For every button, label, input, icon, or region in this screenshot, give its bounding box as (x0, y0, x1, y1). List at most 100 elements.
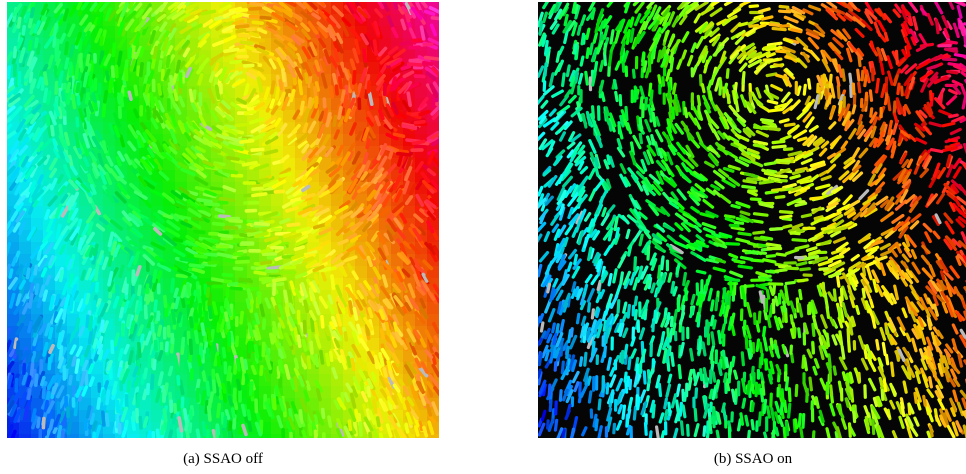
glyph (36, 39, 37, 47)
glyph (103, 412, 104, 425)
glyph (71, 299, 72, 310)
glyph (236, 124, 249, 125)
glyph (178, 377, 179, 384)
glyph (93, 94, 95, 101)
glyph (202, 324, 204, 334)
glyph (182, 339, 183, 348)
glyph (31, 364, 32, 376)
glyph (334, 117, 335, 126)
glyph (225, 417, 226, 426)
glyph (80, 40, 81, 50)
glyph (413, 40, 423, 41)
glyph (115, 334, 118, 345)
glyph (159, 327, 161, 336)
glyph (198, 430, 199, 438)
glyph (94, 340, 96, 347)
glyph (30, 42, 31, 50)
glyph (80, 54, 81, 66)
glyph (237, 337, 238, 345)
base-cell (19, 422, 32, 435)
glyph (274, 367, 276, 376)
glyph (60, 108, 61, 117)
glyph (90, 73, 91, 85)
glyph (162, 426, 163, 433)
glyph (159, 373, 162, 384)
glyph (274, 323, 276, 335)
glyph (420, 423, 422, 430)
glyph (863, 289, 864, 297)
glyph (73, 96, 75, 108)
glyph (433, 96, 434, 107)
glyph (98, 399, 99, 408)
glyph (49, 359, 50, 369)
glyph (20, 352, 21, 359)
glyph (213, 149, 220, 152)
glyph (196, 311, 197, 321)
glyph (50, 329, 52, 338)
glyph (148, 63, 149, 74)
glyph (254, 185, 264, 186)
glyph (334, 75, 336, 86)
glyph (315, 416, 317, 423)
glyph (164, 410, 166, 421)
glyph (162, 263, 173, 266)
glyph (595, 62, 597, 73)
glyph (640, 134, 641, 142)
glyph (141, 64, 142, 76)
glyph (140, 418, 141, 428)
glyph (387, 324, 389, 335)
glyph (152, 291, 153, 300)
glyph (148, 432, 150, 438)
glyph (607, 384, 608, 393)
glyph (410, 61, 422, 62)
glyph (282, 93, 284, 101)
glyph (221, 35, 230, 36)
glyph (148, 107, 149, 118)
glyph (245, 85, 248, 95)
glyph (82, 357, 83, 365)
glyph (196, 332, 198, 343)
glyph (339, 108, 341, 119)
glyph (214, 343, 216, 353)
glyph (190, 424, 191, 432)
glyph (271, 100, 273, 107)
glyph (173, 311, 175, 323)
glyph (160, 62, 161, 71)
glyph (218, 405, 219, 417)
glyph (672, 282, 674, 292)
glyph (107, 72, 108, 79)
glyph (242, 359, 244, 371)
glyph (322, 317, 323, 327)
glyph (375, 41, 377, 54)
glyph (191, 340, 192, 353)
glyph (80, 239, 82, 248)
glyph (52, 127, 53, 135)
glyph (223, 275, 231, 276)
glyph (426, 58, 438, 60)
glyph (255, 346, 257, 357)
glyph (44, 291, 46, 300)
glyph (746, 416, 748, 425)
glyph (82, 271, 84, 279)
glyph (94, 433, 95, 438)
glyph (9, 376, 12, 387)
glyph (172, 280, 173, 292)
glyph (229, 383, 230, 392)
glyph (384, 369, 386, 376)
glyph (870, 91, 871, 101)
glyph (24, 365, 25, 374)
glyph (42, 79, 43, 89)
glyph (63, 92, 64, 100)
glyph (784, 428, 785, 438)
glyph (218, 323, 219, 331)
glyph (216, 209, 223, 211)
glyph (252, 343, 254, 351)
glyph (238, 381, 240, 389)
glyph (224, 349, 225, 357)
glyph (850, 74, 851, 83)
glyph (378, 418, 379, 426)
glyph (586, 72, 588, 84)
glyph (70, 157, 72, 168)
glyph (174, 416, 175, 423)
glyph (67, 25, 69, 32)
